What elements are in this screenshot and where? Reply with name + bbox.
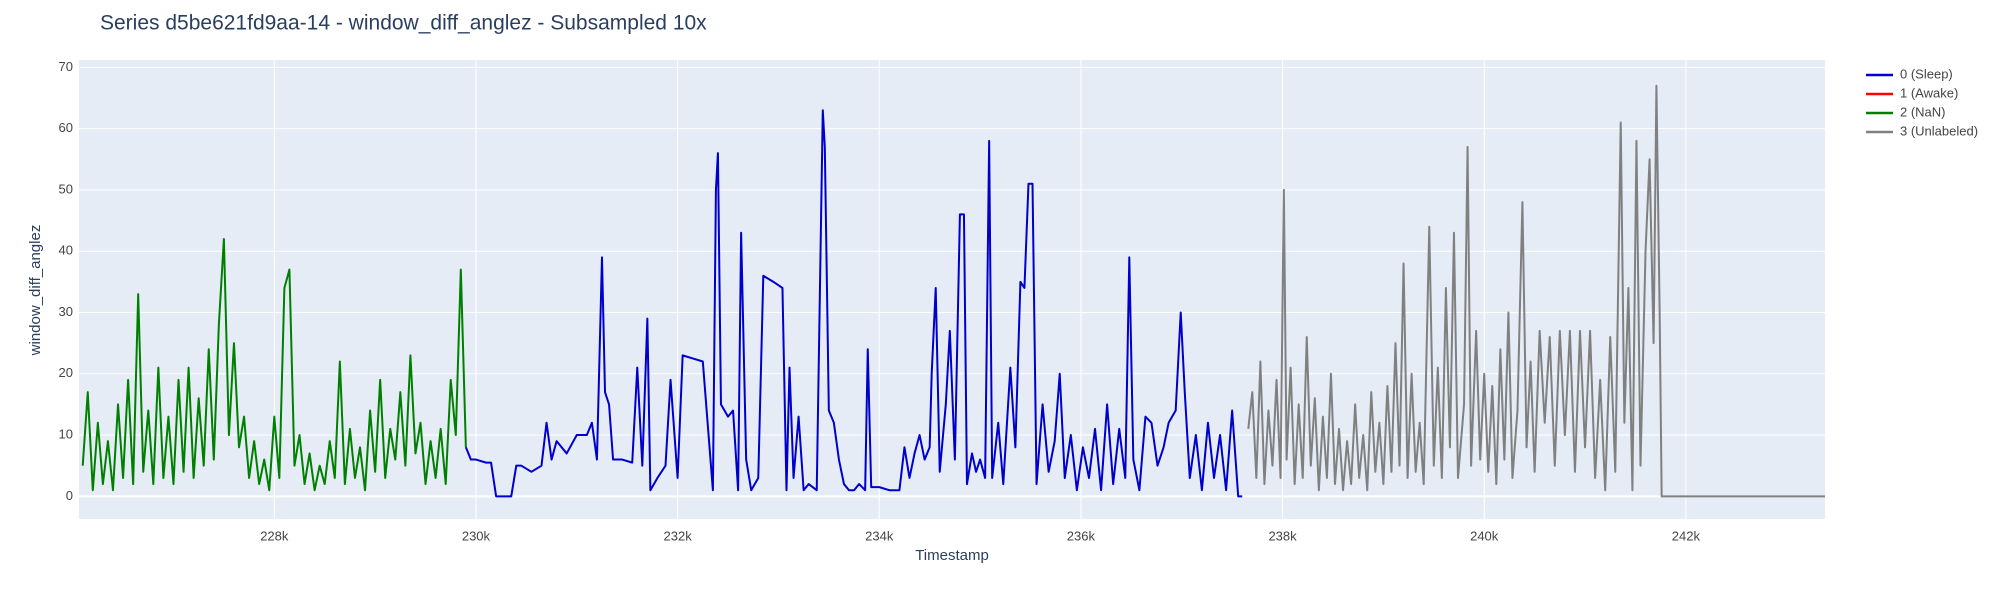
x-tick-label: 236k [1067,528,1096,543]
legend-label: 0 (Sleep) [1900,66,1953,81]
y-axis-title: window_diff_anglez [27,225,44,357]
x-tick-label: 238k [1268,528,1297,543]
y-tick-label: 0 [66,488,73,503]
y-tick-label: 30 [59,304,73,319]
x-tick-label: 228k [260,528,289,543]
legend-label: 1 (Awake) [1900,85,1958,100]
series-line [1247,84,1825,498]
y-tick-label: 10 [59,426,73,441]
chart-title: Series d5be621fd9aa-14 - window_diff_ang… [100,12,707,35]
legend-label: 3 (Unlabeled) [1900,123,1978,138]
x-tick-label: 230k [462,528,491,543]
y-tick-label: 60 [59,120,73,135]
x-tick-label: 234k [865,528,894,543]
y-tick-label: 40 [59,243,73,258]
x-axis-title: Timestamp [915,547,989,564]
legend: 0 (Sleep) 1 (Awake) 2 (NaN) 3 (Unlabeled) [1866,66,1978,138]
y-tick-label: 50 [59,181,73,196]
series-line [464,109,1243,498]
x-tick-label: 242k [1672,528,1701,543]
y-tick-label: 20 [59,365,73,380]
legend-label: 2 (NaN) [1900,104,1946,119]
lines [81,84,1825,498]
x-tick-label: 232k [664,528,693,543]
series-line [81,237,467,492]
x-tick-label: 240k [1470,528,1499,543]
y-tick-label: 70 [59,59,73,74]
